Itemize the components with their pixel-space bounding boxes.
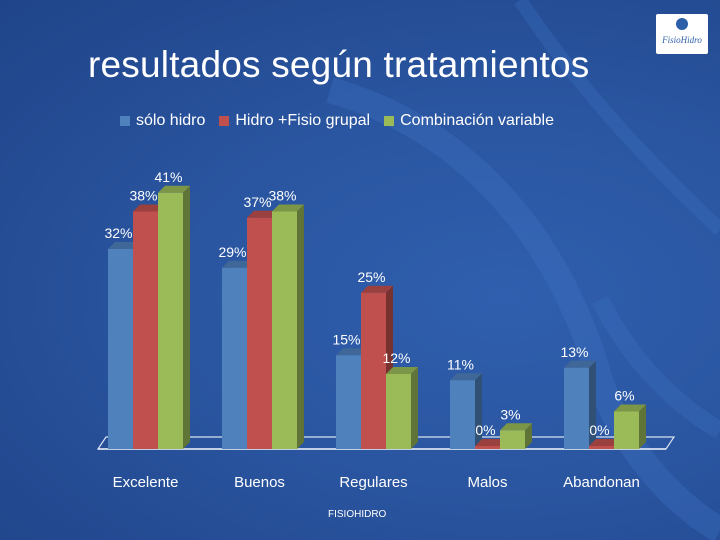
data-label-solo-hidro-excelente: 32% xyxy=(104,225,132,241)
slide-footer: FISIOHIDRO xyxy=(328,509,387,520)
bar-hidro-fisio-grupal-regulares-top xyxy=(361,285,393,293)
bar-hidro-fisio-grupal-abandonan xyxy=(589,446,614,449)
data-label-combinacion-variable-excelente: 41% xyxy=(154,169,182,185)
data-label-hidro-fisio-grupal-abandonan: 0% xyxy=(589,422,609,438)
category-label-malos: Malos xyxy=(467,474,507,491)
legend-swatch-solo-hidro xyxy=(120,116,130,126)
data-label-hidro-fisio-grupal-regulares: 25% xyxy=(357,269,385,285)
bar-combinacion-variable-abandonan-top xyxy=(614,404,646,412)
bar-combinacion-variable-buenos xyxy=(272,211,297,449)
bar-combinacion-variable-malos-side xyxy=(525,423,532,449)
logo-text: FisioHidro xyxy=(662,35,702,45)
logo-emblem-icon xyxy=(676,18,688,30)
chart-legend: sólo hidro Hidro +Fisio grupal Combinaci… xyxy=(120,112,554,130)
legend-label-combinacion: Combinación variable xyxy=(400,112,554,129)
bar-solo-hidro-malos xyxy=(450,380,475,449)
data-label-combinacion-variable-regulares: 12% xyxy=(382,350,410,366)
slide-title: resultados según tratamientos xyxy=(88,44,590,85)
bar-combinacion-variable-excelente xyxy=(158,192,183,449)
data-label-combinacion-variable-malos: 3% xyxy=(500,406,520,422)
bar-hidro-fisio-grupal-regulares xyxy=(361,292,386,449)
bar-combinacion-variable-regulares xyxy=(386,374,411,449)
bar-solo-hidro-buenos xyxy=(222,267,247,449)
legend-swatch-combinacion xyxy=(384,116,395,126)
bar-combinacion-variable-abandonan-side xyxy=(639,404,646,449)
data-label-solo-hidro-regulares: 15% xyxy=(332,331,360,347)
data-label-hidro-fisio-grupal-buenos: 37% xyxy=(243,194,271,210)
legend-label-solo-hidro: sólo hidro xyxy=(136,112,206,129)
legend-item-combinacion: Combinación variable xyxy=(384,112,554,130)
legend-item-solo-hidro: sólo hidro xyxy=(120,112,205,130)
bar-hidro-fisio-grupal-excelente-top xyxy=(133,204,165,212)
bar-solo-hidro-excelente-top xyxy=(108,242,140,249)
bar-solo-hidro-excelente xyxy=(108,249,133,449)
data-label-hidro-fisio-grupal-excelente: 38% xyxy=(129,188,157,204)
bar-solo-hidro-buenos-top xyxy=(222,260,254,268)
category-label-excelente: Excelente xyxy=(113,474,179,491)
bar-solo-hidro-abandonan-side xyxy=(589,360,596,449)
data-label-combinacion-variable-abandonan: 6% xyxy=(614,388,634,404)
bar-combinacion-variable-regulares-top xyxy=(386,367,418,374)
bar-combinacion-variable-buenos-side xyxy=(297,204,304,449)
bar-combinacion-variable-excelente-side xyxy=(183,185,190,449)
category-label-buenos: Buenos xyxy=(234,474,285,491)
bar-hidro-fisio-grupal-malos xyxy=(475,446,500,449)
bar-hidro-fisio-grupal-buenos xyxy=(247,217,272,449)
bar-combinacion-variable-malos xyxy=(500,430,525,449)
bar-combinacion-variable-excelente-top xyxy=(158,185,190,193)
legend-item-hidro-fisio: Hidro +Fisio grupal xyxy=(219,112,370,130)
category-label-regulares: Regulares xyxy=(339,474,407,491)
bar-solo-hidro-regulares xyxy=(336,355,361,449)
bar-solo-hidro-malos-side xyxy=(475,373,482,449)
data-label-combinacion-variable-buenos: 38% xyxy=(268,188,296,204)
fisiohidro-logo: FisioHidro xyxy=(656,14,708,54)
data-label-solo-hidro-abandonan: 13% xyxy=(560,344,588,360)
bar-solo-hidro-malos-top xyxy=(450,373,482,381)
bar-combinacion-variable-buenos-top xyxy=(272,204,304,212)
bar-solo-hidro-abandonan xyxy=(564,367,589,449)
bar-hidro-fisio-grupal-malos-top xyxy=(475,439,507,446)
bar-combinacion-variable-regulares-side xyxy=(411,367,418,449)
bar-combinacion-variable-abandonan xyxy=(614,411,639,449)
bar-solo-hidro-regulares-top xyxy=(336,348,368,356)
legend-swatch-hidro-fisio xyxy=(219,116,230,126)
bar-combinacion-variable-malos-top xyxy=(500,423,532,431)
bar-solo-hidro-abandonan-top xyxy=(564,360,596,368)
data-label-hidro-fisio-grupal-malos: 0% xyxy=(475,422,495,438)
data-label-solo-hidro-buenos: 29% xyxy=(218,244,246,260)
category-label-abandonan: Abandonan xyxy=(563,474,640,491)
bar-hidro-fisio-grupal-excelente xyxy=(133,211,158,449)
bar-hidro-fisio-grupal-abandonan-top xyxy=(589,439,621,446)
bar-hidro-fisio-grupal-buenos-top xyxy=(247,210,279,218)
legend-label-hidro-fisio: Hidro +Fisio grupal xyxy=(235,112,371,129)
data-label-solo-hidro-malos: 11% xyxy=(447,356,474,372)
